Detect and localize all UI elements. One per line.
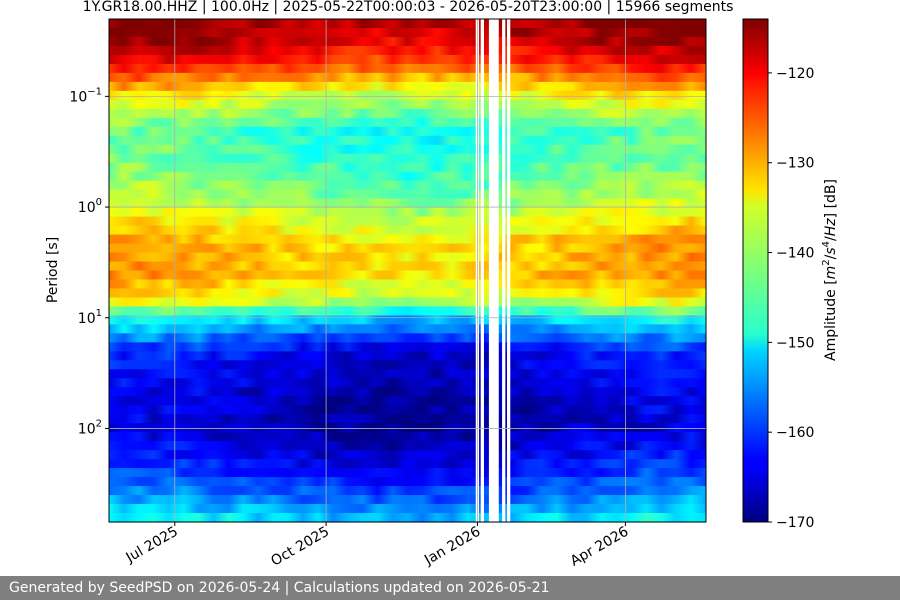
spectrogram-band [109, 180, 706, 191]
spectrogram-band [109, 378, 706, 388]
spectrogram-band [109, 270, 706, 281]
spectrogram-band [109, 162, 706, 173]
colorbar-tick-label: −160 [776, 425, 814, 441]
colorbar-tick-label: −130 [776, 156, 814, 172]
spectrogram-band [109, 54, 706, 65]
spectrogram-band [109, 306, 706, 317]
colorbar-tick-label: −170 [776, 515, 814, 531]
spectrogram-band [109, 513, 706, 523]
psd-spectrogram-chart: 1Y.GR18.00.HHZ | 100.0Hz | 2025-05-22T00… [45, 0, 839, 570]
spectrogram-band [109, 405, 706, 415]
spectrogram-band [109, 486, 706, 496]
x-tick-label: Jul 2025 [123, 524, 181, 567]
colorbar [742, 18, 769, 523]
spectrogram-band [109, 126, 706, 137]
spectrogram-band [109, 45, 706, 56]
spectrogram-band [109, 387, 706, 397]
colorbar-tick-label: −120 [776, 66, 814, 82]
spectrogram-band [109, 441, 706, 451]
grid-lines [109, 19, 706, 522]
spectrogram-band [109, 315, 706, 325]
spectrogram-band [109, 243, 706, 254]
spectrogram-band [109, 279, 706, 290]
spectrogram-band [109, 81, 706, 92]
spectrogram-band [109, 351, 706, 361]
y-tick-label: 101 [78, 308, 102, 327]
colorbar-label: Amplitude [m2/s4/Hz] [dB] [821, 179, 839, 361]
x-tick-label: Jan 2026 [421, 524, 483, 569]
x-tick-label: Oct 2025 [268, 524, 332, 570]
spectrogram-band [109, 423, 706, 433]
spectrogram-band [109, 117, 706, 128]
spectrogram-band [109, 189, 706, 200]
spectrogram-band [109, 153, 706, 164]
spectrogram-band [109, 333, 706, 343]
y-axis-label: Period [s] [45, 237, 61, 303]
spectrogram-band [109, 216, 706, 227]
spectrogram-band [109, 36, 706, 47]
footer-text: Generated by SeedPSD on 2026-05-24 | Cal… [9, 580, 550, 596]
spectrogram-band [109, 495, 706, 505]
spectrogram-band [109, 360, 706, 370]
spectrogram-band [109, 252, 706, 263]
spectrogram-band [109, 288, 706, 299]
spectrogram-band [109, 72, 706, 83]
spectrogram-band [109, 324, 706, 334]
spectrogram-band [109, 396, 706, 406]
y-tick-label: 102 [78, 418, 102, 437]
spectrogram-band [109, 477, 706, 487]
spectrogram-image [109, 19, 706, 523]
spectrogram-band [109, 504, 706, 514]
spectrogram-band [109, 468, 706, 478]
spectrogram-band [109, 225, 706, 236]
data-gaps [475, 19, 511, 522]
spectrogram-band [109, 171, 706, 182]
spectrogram-band [109, 432, 706, 442]
spectrogram-band [109, 63, 706, 74]
spectrogram-band [109, 19, 706, 29]
chart-title: 1Y.GR18.00.HHZ | 100.0Hz | 2025-05-22T00… [83, 0, 734, 15]
data-gap [507, 19, 511, 522]
data-gap [488, 19, 499, 522]
plot-frame [108, 18, 707, 523]
spectrogram-band [109, 99, 706, 110]
y-tick-label: 100 [78, 197, 102, 216]
data-gap [502, 19, 506, 522]
spectrogram-band [109, 342, 706, 352]
footer-bar: Generated by SeedPSD on 2026-05-24 | Cal… [0, 576, 900, 600]
spectrogram-band [109, 144, 706, 155]
spectrogram-band [109, 198, 706, 209]
spectrogram-band [109, 261, 706, 272]
colorbar-tick-label: −140 [776, 246, 814, 262]
y-axis: 10−1 100 101 102 [69, 86, 109, 437]
spectrogram-band [109, 108, 706, 119]
x-axis: Jul 2025 Oct 2025 Jan 2026 Apr 2026 [123, 522, 632, 570]
spectrogram-band [109, 234, 706, 245]
spectrogram-band [109, 369, 706, 379]
spectrogram-band [109, 90, 706, 101]
spectrogram-band [109, 414, 706, 424]
data-gap [480, 19, 484, 522]
x-tick-label: Apr 2026 [568, 524, 632, 570]
y-tick-label: 10−1 [69, 86, 102, 105]
spectrogram-band [109, 297, 706, 308]
spectrogram-band [109, 450, 706, 460]
spectrogram-band [109, 135, 706, 146]
spectrogram-band [109, 459, 706, 469]
colorbar-ticks: −120 −130 −140 −150 −160 −170 [768, 66, 814, 531]
spectrogram-band [109, 27, 706, 38]
spectrogram-band [109, 207, 706, 218]
colorbar-tick-label: −150 [776, 335, 814, 351]
